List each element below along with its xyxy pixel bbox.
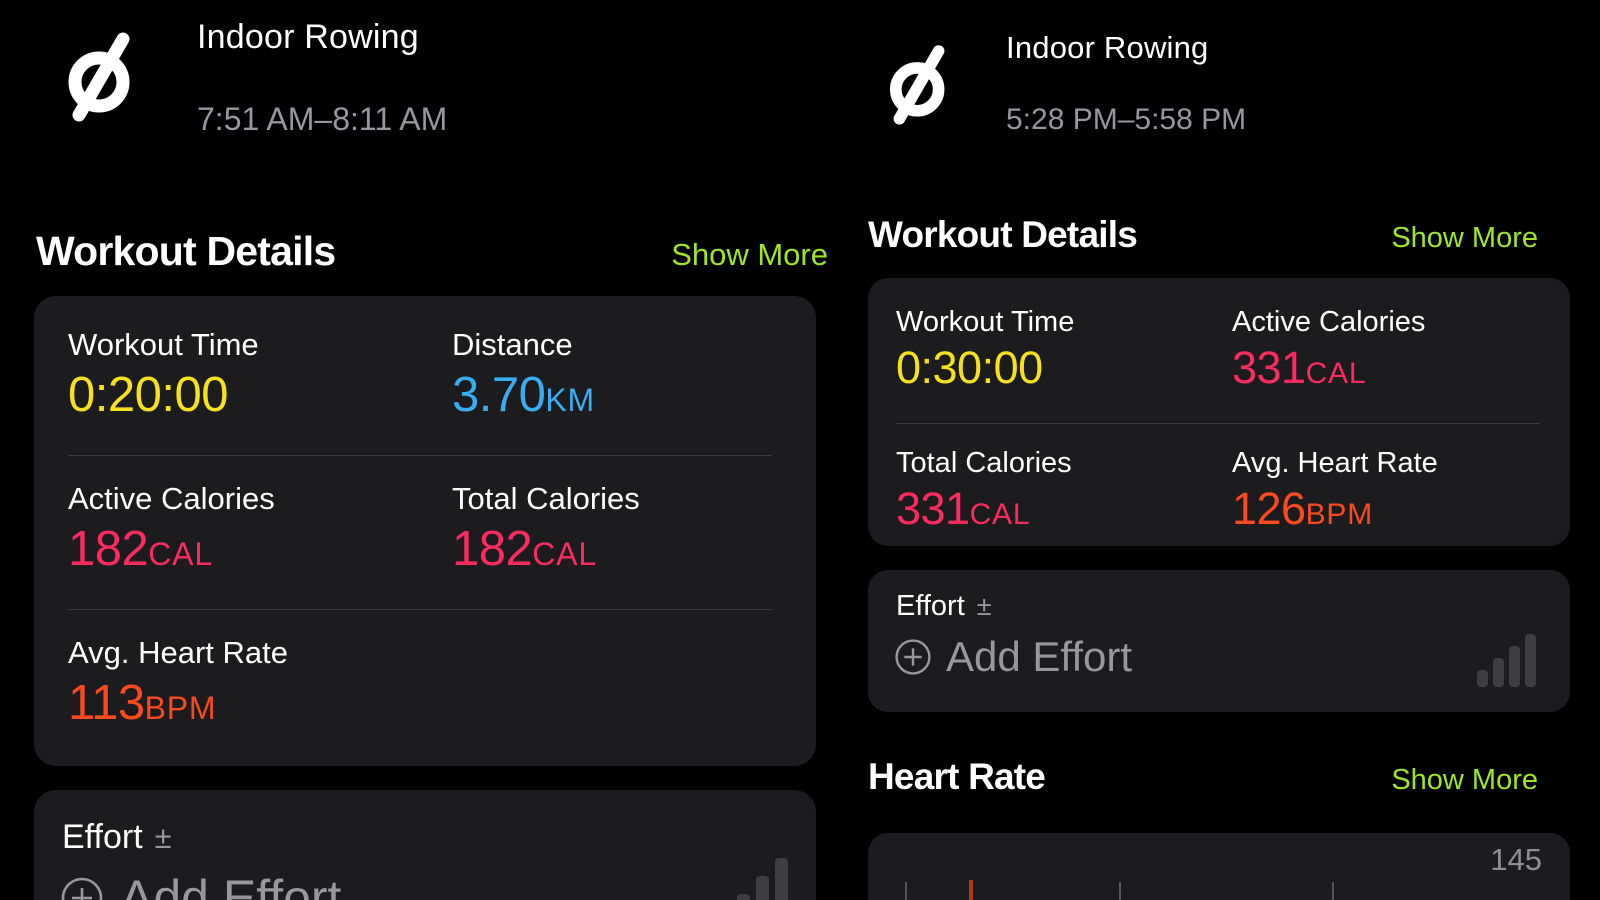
divider [68,609,772,610]
metric-label: Distance [452,327,573,362]
heart-rate-chart-card: 145 [868,833,1570,900]
section-title: Workout Details [36,228,336,274]
workout-details-card: Workout Time 0:20:00 Distance 3.70KM Act… [34,296,816,766]
metric-label: Total Calories [896,447,1072,479]
metric-value: 182CAL [68,518,452,585]
plus-circle-icon [60,876,104,900]
section-title: Workout Details [868,214,1138,255]
add-effort-button[interactable]: Add Effort [868,623,1570,681]
effort-title: Effort [896,590,965,622]
workout-details-card: Workout Time 0:30:00 Active Calories 331… [868,278,1570,546]
peloton-logo-icon [64,28,138,124]
heart-rate-series-mark [969,880,973,900]
plus-circle-icon [894,638,932,676]
chart-gridline-tick [1332,882,1334,900]
metric-label: Avg. Heart Rate [68,635,288,670]
metric-label: Active Calories [68,481,275,516]
metric-number: 126 [1232,483,1306,534]
metric-number: 331 [896,483,970,534]
effort-card: Effort ± Add Effort [868,570,1570,712]
metric-number: 0:30:00 [896,342,1043,393]
metric-label: Workout Time [896,306,1075,338]
metric-value: 182CAL [452,518,782,585]
metric-total-calories: Total Calories 182CAL [452,480,782,585]
metric-number: 331 [1232,342,1306,393]
metric-total-calories: Total Calories 331CAL [896,445,1232,543]
metric-active-calories: Active Calories 331CAL [1232,304,1542,402]
metric-unit: BPM [144,690,217,726]
peloton-logo-icon [886,40,952,128]
metric-value: 126BPM [1232,481,1542,543]
metric-workout-time: Workout Time 0:20:00 [68,326,452,431]
chart-gridline-tick [1119,882,1121,900]
metric-number: 0:20:00 [68,368,229,422]
section-title: Heart Rate [868,756,1046,797]
metric-number: 182 [452,522,533,576]
add-effort-label: Add Effort [120,870,342,900]
workout-type-title: Indoor Rowing [1006,30,1209,65]
divider [896,423,1540,424]
metric-value: 0:20:00 [68,364,452,431]
workout-type-title: Indoor Rowing [197,18,419,56]
add-effort-label: Add Effort [946,633,1133,680]
workout-time-range: 7:51 AM–8:11 AM [197,101,448,137]
workout-time-range: 5:28 PM–5:58 PM [1006,103,1247,136]
metric-avg-heart-rate: Avg. Heart Rate 126BPM [1232,445,1542,543]
metric-workout-time: Workout Time 0:30:00 [896,304,1232,402]
heart-rate-header: Heart Rate Show More [868,756,1538,798]
add-effort-button[interactable]: Add Effort [34,857,816,900]
metric-active-calories: Active Calories 182CAL [68,480,452,585]
workout-details-header: Workout Details Show More [868,214,1538,256]
metric-unit: BPM [1305,498,1374,531]
metric-label: Active Calories [1232,306,1426,338]
workout-details-header: Workout Details Show More [36,228,828,275]
metric-value: 113BPM [68,672,452,739]
show-more-button[interactable]: Show More [671,237,828,272]
metric-distance: Distance 3.70KM [452,326,782,431]
metric-label: Total Calories [452,481,640,516]
heart-rate-axis-label: 145 [1490,842,1542,877]
metric-number: 113 [68,676,145,730]
signal-bars-icon [718,858,788,900]
metric-number: 3.70 [452,368,546,422]
metric-unit: KM [545,382,595,418]
metric-unit: CAL [532,536,597,572]
metric-number: 182 [68,522,149,576]
metric-avg-heart-rate: Avg. Heart Rate 113BPM [68,634,452,739]
divider [68,455,772,456]
metric-value: 3.70KM [452,364,782,431]
show-more-button[interactable]: Show More [1391,222,1538,254]
metric-unit: CAL [969,498,1031,531]
metric-value: 331CAL [1232,340,1542,402]
chart-gridline-tick [905,882,907,900]
metric-value: 0:30:00 [896,340,1232,402]
show-more-button[interactable]: Show More [1391,764,1538,796]
effort-title: Effort [62,818,143,856]
plus-minus-icon: ± [154,820,172,855]
metric-label: Avg. Heart Rate [1232,447,1438,479]
effort-card: Effort ± Add Effort [34,790,816,900]
metric-label: Workout Time [68,327,259,362]
signal-bars-icon [1477,634,1536,687]
metric-unit: CAL [148,536,213,572]
metric-value: 331CAL [896,481,1232,543]
metric-unit: CAL [1305,357,1367,390]
plus-minus-icon: ± [976,591,992,621]
